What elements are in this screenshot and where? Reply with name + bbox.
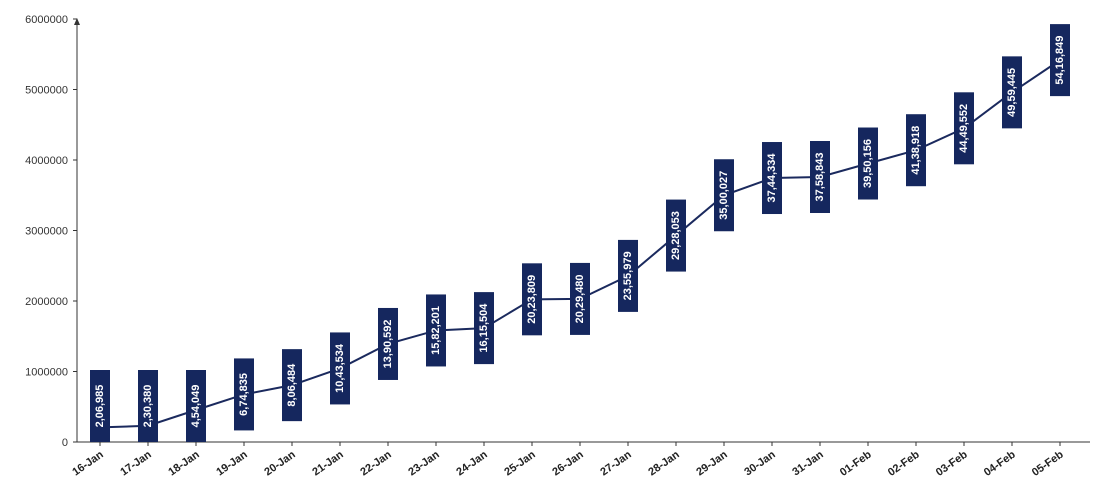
x-tick-label: 30-Jan	[742, 448, 778, 478]
data-label: 15,82,201	[430, 306, 442, 355]
x-axis-ticks: 16-Jan 17-Jan 18-Jan 19-Jan 20-Jan 21-Jan 22-J…	[70, 442, 1066, 479]
x-tick-label: 21-Jan	[310, 448, 346, 478]
data-label: 10,43,534	[334, 343, 346, 393]
data-label: 2,06,985	[94, 385, 106, 428]
y-tick-label: 5000000	[25, 85, 68, 97]
data-label-box	[138, 370, 158, 442]
y-tick-label: 1000000	[25, 367, 68, 379]
x-tick-label: 29-Jan	[694, 448, 730, 478]
data-label-box	[1002, 56, 1022, 129]
data-label: 2,30,380	[142, 385, 154, 428]
data-label-box	[618, 239, 638, 312]
data-label: 54,16,849	[1054, 36, 1066, 85]
x-tick-label: 23-Jan	[406, 448, 442, 478]
data-label-box	[666, 199, 686, 272]
x-tick-label: 22-Jan	[358, 448, 394, 478]
data-label: 35,00,027	[718, 171, 730, 220]
data-label-box	[858, 127, 878, 200]
data-label: 13,90,592	[382, 319, 394, 368]
data-label-box	[330, 332, 350, 405]
x-tick-label: 26-Jan	[550, 448, 586, 478]
data-label: 20,23,809	[526, 275, 538, 324]
x-tick-label: 03-Feb	[934, 448, 970, 478]
x-tick-label: 18-Jan	[166, 448, 202, 478]
x-tick-label: 28-Jan	[646, 448, 682, 478]
y-tick-label: 0	[62, 437, 68, 449]
data-label-box	[474, 292, 494, 365]
data-label: 6,74,835	[238, 373, 250, 416]
data-label-box	[762, 142, 782, 215]
data-label-box	[1050, 24, 1070, 97]
data-label: 39,50,156	[862, 139, 874, 188]
data-label-box	[714, 159, 734, 232]
data-label-box	[570, 262, 590, 335]
x-tick-label: 25-Jan	[502, 448, 538, 478]
x-tick-label: 04-Feb	[982, 448, 1018, 478]
x-tick-label: 24-Jan	[454, 448, 490, 478]
y-tick-label: 3000000	[25, 226, 68, 238]
data-label: 20,29,480	[574, 274, 586, 323]
data-label-box	[282, 349, 302, 422]
x-tick-label: 01-Feb	[838, 448, 874, 478]
y-tick-label: 2000000	[25, 296, 68, 308]
x-tick-label: 16-Jan	[70, 448, 106, 478]
data-label-box	[378, 307, 398, 380]
data-label: 4,54,049	[190, 385, 202, 428]
y-axis-arrow	[74, 18, 80, 25]
data-label-box	[810, 141, 830, 214]
data-label-box	[906, 114, 926, 187]
x-tick-label: 27-Jan	[598, 448, 634, 478]
axes	[74, 18, 1090, 443]
data-label: 37,58,843	[814, 153, 826, 202]
data-label-box	[426, 294, 446, 367]
data-labels: 2,06,985 2,30,380 4,54,049 6,74,835 8,06,484…	[90, 24, 1070, 442]
y-axis-ticks: 0 1000000 2000000 3000000 4000000 5000000 6000…	[25, 14, 77, 449]
x-tick-label: 19-Jan	[214, 448, 250, 478]
x-tick-label: 20-Jan	[262, 448, 298, 478]
y-tick-label: 4000000	[25, 155, 68, 167]
data-label: 44,49,552	[958, 104, 970, 153]
data-label: 37,44,334	[766, 153, 778, 203]
data-label-box	[522, 263, 542, 336]
data-label-box	[186, 370, 206, 442]
data-label-box	[90, 370, 110, 442]
y-tick-label: 6000000	[25, 14, 68, 26]
data-label: 16,15,504	[478, 303, 490, 353]
x-tick-label: 02-Feb	[886, 448, 922, 478]
data-label: 23,55,979	[622, 251, 634, 300]
x-tick-label: 31-Jan	[790, 448, 826, 478]
x-tick-label: 05-Feb	[1030, 448, 1066, 478]
x-tick-label: 17-Jan	[118, 448, 154, 478]
data-label: 49,59,445	[1006, 68, 1018, 117]
data-label: 29,28,053	[670, 211, 682, 260]
data-label-box	[954, 92, 974, 165]
data-label: 8,06,484	[286, 363, 298, 407]
data-label: 41,38,918	[910, 126, 922, 175]
data-label-box	[234, 358, 254, 431]
